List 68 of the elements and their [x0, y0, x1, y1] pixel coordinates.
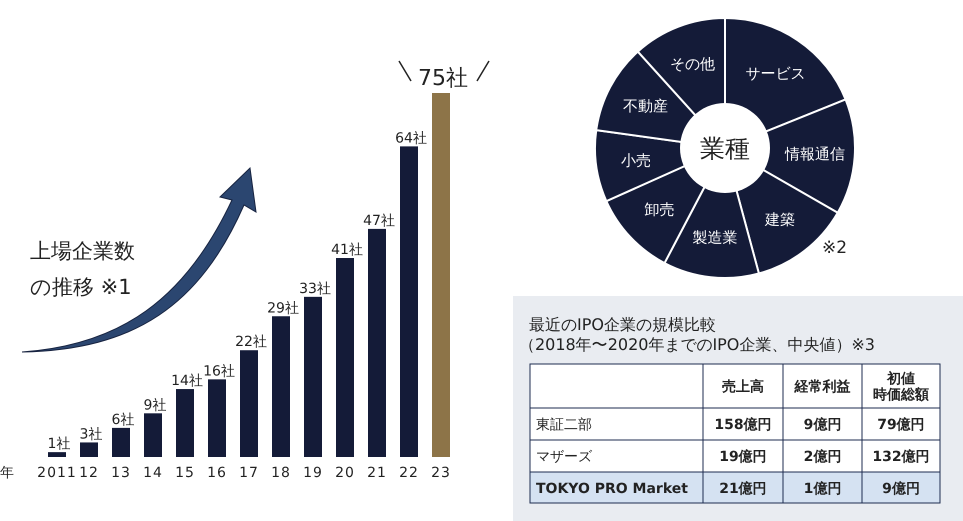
bar	[432, 93, 450, 457]
category-label: 初値時価総額	[873, 370, 929, 403]
text: 19億円	[719, 449, 767, 465]
text: 9億円	[882, 481, 920, 497]
x-tick-label: 13	[111, 465, 131, 481]
slice-label: サービス	[745, 64, 806, 82]
text: 2億円	[804, 449, 842, 465]
text: 1億円	[804, 481, 842, 497]
bar	[208, 379, 226, 457]
bar	[272, 316, 290, 457]
x-tick-label: 22	[399, 465, 419, 481]
x-tick-label: 19	[303, 465, 323, 481]
text: 79億円	[877, 417, 925, 433]
bar	[176, 389, 194, 457]
slice-label: 小売	[620, 152, 651, 170]
bar	[336, 258, 354, 457]
slice-label: 卸売	[644, 200, 674, 219]
data-label: 6社	[112, 412, 134, 428]
bar	[240, 350, 258, 457]
data-label: 41社	[331, 242, 363, 258]
x-tick-label: 17	[239, 465, 259, 481]
slice-label: 製造業	[692, 228, 738, 246]
x-tick-label: 2011	[37, 465, 77, 481]
x-tick-label: 15	[175, 465, 195, 481]
data-label: 22社	[235, 334, 267, 350]
text: 21億円	[719, 481, 767, 497]
x-tick-label: 14	[143, 465, 163, 481]
text: 上場企業数の推移 ※1	[30, 239, 135, 299]
text: 最近のIPO企業の規模比較	[529, 315, 716, 334]
data-label: 47社	[363, 212, 395, 229]
bar	[48, 452, 66, 457]
text: ※2	[822, 238, 848, 258]
text: 業種	[700, 134, 750, 163]
category-label: TOKYO PRO Market	[536, 481, 688, 497]
slice-label: 建築	[764, 210, 795, 228]
text: （2018年〜2020年までのIPO企業、中央値）※3	[519, 335, 875, 354]
category-label: 経常利益	[794, 379, 850, 395]
data-label: 64社	[395, 130, 427, 146]
x-tick-label: 23	[431, 465, 451, 481]
category-label: 売上高	[722, 378, 764, 395]
data-label: 16社	[203, 363, 235, 380]
slice-label: 情報通信	[784, 145, 845, 164]
data-label: 3社	[80, 426, 102, 442]
data-label: 9社	[144, 397, 166, 414]
text: 132億円	[872, 449, 930, 465]
x-tick-label: 20	[335, 465, 355, 481]
slice-label: 不動産	[622, 96, 668, 115]
x-tick-label: 21	[367, 465, 387, 481]
bar	[144, 413, 162, 457]
data-label: 75社	[418, 66, 468, 91]
x-axis-title: 年	[0, 465, 14, 481]
text: 158億円	[714, 417, 772, 433]
x-tick-label: 18	[271, 465, 291, 481]
bar	[304, 296, 322, 457]
slice-label: その他	[670, 55, 716, 74]
data-label: 33社	[299, 280, 331, 297]
data-label: 14社	[171, 373, 203, 390]
data-label: 1社	[48, 436, 70, 452]
bar	[400, 146, 418, 457]
text: 9億円	[804, 417, 842, 433]
x-tick-label: 16	[207, 465, 227, 481]
bar	[80, 442, 98, 457]
x-tick-label: 12	[79, 465, 99, 481]
category-label: マザーズ	[536, 449, 592, 465]
bar	[112, 428, 130, 457]
bar	[368, 228, 386, 457]
data-label: 29社	[267, 300, 299, 316]
category-label: 東証二部	[536, 417, 592, 433]
